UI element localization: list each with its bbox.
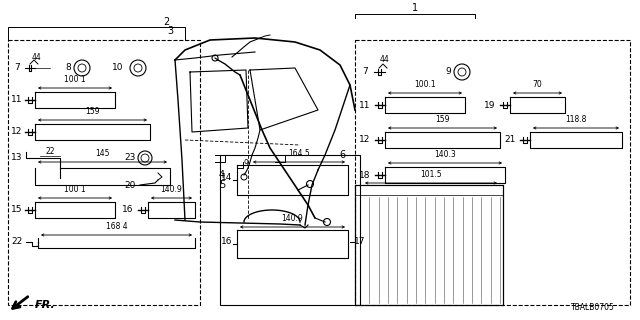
Bar [355,185,503,305]
Text: 14: 14 [221,172,233,181]
Text: 159: 159 [435,115,450,124]
Text: 159: 159 [85,107,100,116]
Bar [355,40,630,305]
Text: 12: 12 [12,127,22,137]
Bar [8,40,200,305]
Text: 16: 16 [122,205,134,214]
Text: 6: 6 [339,150,345,160]
Text: 145: 145 [95,149,109,158]
Text: 2: 2 [163,17,169,27]
Text: 16: 16 [221,237,233,246]
Text: 19: 19 [484,100,496,109]
Text: 44: 44 [32,53,42,62]
Text: 164.5: 164.5 [288,149,310,158]
Text: 9: 9 [445,68,451,76]
Text: 20: 20 [124,180,136,189]
Text: 100 1: 100 1 [64,75,86,84]
Text: 17: 17 [355,237,365,246]
Text: 118.8: 118.8 [565,115,587,124]
Text: 140.9: 140.9 [161,185,182,194]
Text: 8: 8 [65,63,71,73]
Text: 11: 11 [359,100,371,109]
Text: 4: 4 [219,170,225,180]
Text: 100.1: 100.1 [414,80,436,89]
Text: 140.3: 140.3 [434,150,456,159]
Text: 22: 22 [12,237,22,246]
Text: 100 1: 100 1 [64,185,86,194]
Text: 1: 1 [412,3,418,13]
Text: 70: 70 [532,80,542,89]
Text: 101.5: 101.5 [420,170,442,179]
Text: 140.9: 140.9 [282,214,303,223]
Text: TBALB0705: TBALB0705 [571,303,615,312]
Text: 13: 13 [12,154,23,163]
Text: 10: 10 [112,63,124,73]
Text: 168 4: 168 4 [106,222,127,231]
Text: 7: 7 [362,68,368,76]
Text: FR.: FR. [35,300,56,310]
Text: 9: 9 [244,158,248,167]
Text: 3: 3 [167,26,173,36]
Text: 44: 44 [380,55,390,65]
Text: 21: 21 [504,135,516,145]
Text: 23: 23 [124,154,136,163]
Text: 18: 18 [359,171,371,180]
Text: 12: 12 [359,135,371,145]
Text: 7: 7 [14,63,20,73]
Text: 15: 15 [12,205,23,214]
Bar [220,155,360,305]
Text: 22: 22 [45,148,55,156]
Text: 11: 11 [12,95,23,105]
Text: 5: 5 [219,180,225,190]
